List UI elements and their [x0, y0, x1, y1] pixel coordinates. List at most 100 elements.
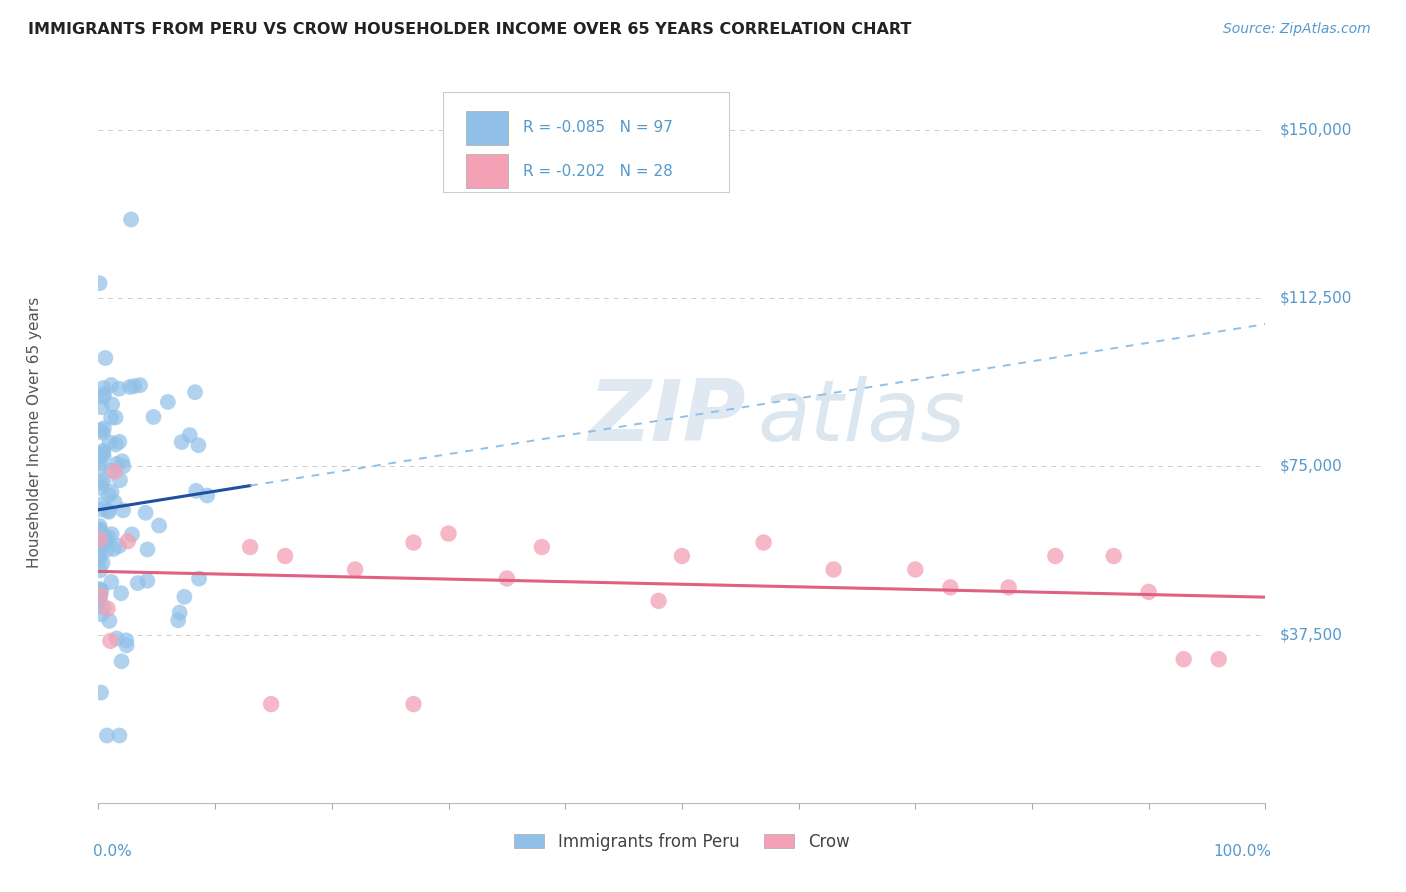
- Point: [121, 527, 143, 541]
- Point: [997, 581, 1019, 595]
- Point: [187, 438, 209, 452]
- Point: [89, 583, 111, 598]
- Point: [111, 454, 134, 468]
- Point: [110, 654, 132, 668]
- Point: [91, 390, 114, 404]
- Point: [108, 382, 131, 396]
- Point: [105, 632, 128, 646]
- Point: [118, 380, 141, 394]
- Point: [274, 549, 297, 563]
- Point: [89, 549, 111, 563]
- Point: [1208, 652, 1230, 666]
- Point: [90, 481, 112, 495]
- Point: [135, 506, 157, 520]
- Point: [89, 593, 111, 607]
- Point: [148, 518, 170, 533]
- Text: ZIP: ZIP: [589, 376, 747, 459]
- Point: [90, 475, 112, 490]
- Point: [115, 638, 138, 652]
- Text: R = -0.085   N = 97: R = -0.085 N = 97: [523, 120, 673, 135]
- Point: [89, 563, 111, 577]
- Point: [91, 443, 114, 458]
- Point: [90, 607, 112, 622]
- Point: [104, 465, 127, 479]
- Legend: Immigrants from Peru, Crow: Immigrants from Peru, Crow: [508, 826, 856, 857]
- Point: [108, 729, 131, 743]
- Point: [105, 457, 128, 471]
- Point: [96, 601, 118, 615]
- Text: Source: ZipAtlas.com: Source: ZipAtlas.com: [1223, 22, 1371, 37]
- Point: [93, 421, 115, 435]
- Point: [103, 495, 125, 509]
- Point: [108, 539, 131, 553]
- Point: [110, 586, 132, 600]
- Point: [96, 729, 118, 743]
- Point: [1102, 549, 1125, 563]
- Point: [129, 378, 152, 392]
- Point: [188, 572, 211, 586]
- Point: [91, 425, 114, 440]
- Point: [239, 540, 262, 554]
- Point: [100, 410, 122, 425]
- Point: [671, 549, 693, 563]
- FancyBboxPatch shape: [465, 154, 508, 188]
- Point: [90, 401, 112, 415]
- Point: [752, 535, 775, 549]
- Text: Householder Income Over 65 years: Householder Income Over 65 years: [27, 297, 42, 568]
- Point: [96, 532, 118, 546]
- Point: [94, 351, 117, 365]
- Point: [90, 540, 112, 554]
- Point: [108, 434, 131, 449]
- Text: IMMIGRANTS FROM PERU VS CROW HOUSEHOLDER INCOME OVER 65 YEARS CORRELATION CHART: IMMIGRANTS FROM PERU VS CROW HOUSEHOLDER…: [28, 22, 911, 37]
- Point: [402, 697, 425, 711]
- Point: [112, 459, 135, 474]
- Point: [90, 423, 112, 437]
- Point: [169, 606, 191, 620]
- Point: [186, 483, 208, 498]
- Point: [89, 523, 111, 537]
- Point: [112, 503, 135, 517]
- Point: [260, 697, 283, 711]
- Point: [96, 543, 118, 558]
- Point: [97, 488, 120, 502]
- Point: [89, 449, 111, 463]
- Point: [100, 484, 122, 499]
- Text: $112,500: $112,500: [1279, 291, 1351, 305]
- Point: [108, 473, 131, 487]
- Point: [100, 378, 122, 392]
- Point: [437, 526, 460, 541]
- Point: [170, 435, 193, 450]
- Point: [97, 505, 120, 519]
- Point: [93, 474, 115, 488]
- Point: [93, 387, 115, 401]
- Point: [402, 535, 425, 549]
- Point: [120, 212, 142, 227]
- Point: [104, 437, 127, 451]
- Text: R = -0.202   N = 28: R = -0.202 N = 28: [523, 164, 673, 178]
- FancyBboxPatch shape: [465, 111, 508, 145]
- Text: atlas: atlas: [758, 376, 966, 459]
- Point: [90, 502, 112, 516]
- Point: [1045, 549, 1067, 563]
- Point: [136, 542, 159, 557]
- Point: [94, 530, 117, 544]
- Point: [90, 685, 112, 699]
- Point: [89, 536, 111, 550]
- Point: [90, 497, 112, 511]
- Point: [530, 540, 553, 554]
- Point: [939, 581, 962, 595]
- Point: [93, 533, 115, 548]
- Point: [100, 527, 122, 541]
- Point: [93, 381, 115, 395]
- Point: [89, 277, 111, 291]
- Point: [117, 534, 139, 549]
- Point: [91, 556, 114, 570]
- Point: [100, 633, 122, 648]
- Point: [344, 562, 367, 576]
- Point: [173, 590, 195, 604]
- Point: [89, 523, 111, 537]
- Point: [179, 428, 201, 442]
- Point: [496, 571, 519, 585]
- Text: $150,000: $150,000: [1279, 122, 1351, 137]
- Point: [91, 446, 114, 460]
